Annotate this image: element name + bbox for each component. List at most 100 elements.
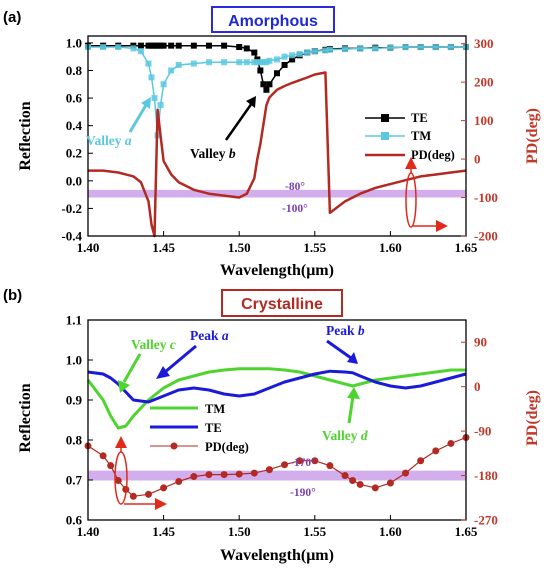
series-point-pddeg xyxy=(311,457,319,465)
series-point-tm xyxy=(160,81,167,88)
series-point-te xyxy=(281,61,288,68)
series-point-tm xyxy=(243,59,250,66)
series-point-pddeg xyxy=(417,457,425,465)
series-point-tm xyxy=(447,44,454,51)
legend-b-te: TE xyxy=(205,421,222,435)
series-point-tm xyxy=(157,101,164,108)
y2-tick-label: 100 xyxy=(474,113,494,128)
y2-tick-label: 200 xyxy=(474,75,494,90)
annotation-valley-b: Valley b xyxy=(190,146,236,161)
legend-a-pd: PD(deg) xyxy=(411,148,455,162)
series-point-tm xyxy=(236,59,243,66)
panel-b-ylabel: Reflection xyxy=(17,383,34,452)
series-line-pddeg xyxy=(88,71,467,238)
y-tick-label: -0.2 xyxy=(61,201,82,216)
legend-a-te: TE xyxy=(411,111,428,125)
series-point-te xyxy=(221,42,228,49)
series-point-pddeg xyxy=(129,492,137,500)
series-point-te xyxy=(274,70,280,77)
x-tick-label: 1.40 xyxy=(77,524,100,539)
y2-tick-label: -180 xyxy=(474,468,498,483)
panel-a-legend: TE TM PD(deg) xyxy=(365,111,455,162)
x-tick-label: 1.40 xyxy=(77,240,100,255)
x-tick-label: 1.60 xyxy=(379,240,402,255)
series-point-te xyxy=(151,42,158,49)
y2-tick-label: 300 xyxy=(474,36,494,51)
series-point-pddeg xyxy=(205,471,213,479)
y2-tick-label: 0 xyxy=(474,152,481,167)
panel-a-plot xyxy=(85,42,469,238)
series-point-te xyxy=(205,42,212,49)
panel-a-title: Amorphous xyxy=(228,13,318,30)
y2-tick-label: 0 xyxy=(474,379,481,394)
series-point-te xyxy=(137,42,144,49)
series-point-tm xyxy=(432,44,439,51)
series-point-te xyxy=(243,45,250,52)
annotation-peak-b: Peak b xyxy=(326,323,365,338)
x-tick-label: 1.45 xyxy=(152,240,175,255)
annotation-valley-d: Valley d xyxy=(322,428,368,443)
x-tick-label: 1.60 xyxy=(379,524,402,539)
series-point-pddeg xyxy=(190,473,198,481)
series-point-pddeg xyxy=(356,480,364,488)
panel-b-title: Crystalline xyxy=(241,296,323,313)
series-point-te xyxy=(266,81,273,88)
series-point-tm xyxy=(281,53,288,60)
series-point-pddeg xyxy=(447,439,455,447)
x-tick-label: 1.65 xyxy=(455,240,478,255)
series-point-tm xyxy=(266,57,273,64)
series-point-te xyxy=(145,42,152,49)
y-tick-label: 0.8 xyxy=(66,433,83,448)
series-point-tm xyxy=(151,95,158,102)
series-point-tm xyxy=(254,59,261,66)
series-point-pddeg xyxy=(220,471,228,479)
panel-b-frame xyxy=(87,319,467,521)
series-point-te xyxy=(263,86,270,93)
series-point-tm xyxy=(221,59,228,66)
series-point-tm xyxy=(190,60,197,67)
series-point-tm xyxy=(130,45,137,52)
x-tick-label: 1.65 xyxy=(455,524,478,539)
phase-band xyxy=(88,470,466,481)
series-point-tm xyxy=(311,48,318,55)
series-point-pddeg xyxy=(235,470,243,478)
panel-a: (a) Amorphous 1.40 1.45 1.50 1.55 1.60 1.65 -0… xyxy=(3,6,541,279)
y-tick-label: 1.1 xyxy=(66,313,82,328)
y2-tick-label: -90 xyxy=(474,424,491,439)
series-point-pddeg xyxy=(114,476,122,484)
series-point-tm xyxy=(148,74,155,81)
series-point-pddeg xyxy=(265,466,273,474)
y-tick-label: -0.4 xyxy=(61,229,82,244)
band-b-lower-label: -190° xyxy=(290,487,316,499)
x-tick-label: 1.55 xyxy=(303,240,326,255)
panel-a-title-box xyxy=(211,6,335,33)
annotation-valley-c: Valley c xyxy=(131,337,176,352)
series-point-pddeg xyxy=(144,490,152,498)
series-line-te xyxy=(88,44,466,91)
band-a-upper-label: -80° xyxy=(285,181,305,193)
y-tick-label: 0.6 xyxy=(66,91,83,106)
y2-tick-label: -200 xyxy=(474,229,498,244)
panel-a-ylabel: Reflection xyxy=(17,101,34,170)
series-point-pddeg xyxy=(371,484,379,492)
series-point-tm xyxy=(357,45,364,52)
y-tick-label: 0.6 xyxy=(66,513,83,528)
series-point-pddeg xyxy=(402,469,410,477)
x-tick-label: 1.45 xyxy=(152,524,175,539)
series-line-pddeg xyxy=(87,436,467,497)
x-tick-label: 1.55 xyxy=(303,524,326,539)
series-point-pddeg xyxy=(386,479,394,487)
legend-b-tm: TM xyxy=(205,402,225,416)
series-point-tm xyxy=(326,46,333,53)
series-point-te xyxy=(157,42,164,49)
panel-a-xlabel: Wavelength(μm) xyxy=(220,262,334,279)
y2-tick-label: -100 xyxy=(474,190,498,205)
panel-b-plot xyxy=(84,367,470,500)
series-point-tm xyxy=(251,59,258,66)
panel-b-y2label: PD(deg) xyxy=(524,390,541,446)
series-point-tm xyxy=(100,44,107,51)
series-point-tm xyxy=(417,44,424,51)
series-point-te xyxy=(289,56,296,63)
series-point-te xyxy=(260,81,267,88)
series-point-tm xyxy=(137,48,144,55)
